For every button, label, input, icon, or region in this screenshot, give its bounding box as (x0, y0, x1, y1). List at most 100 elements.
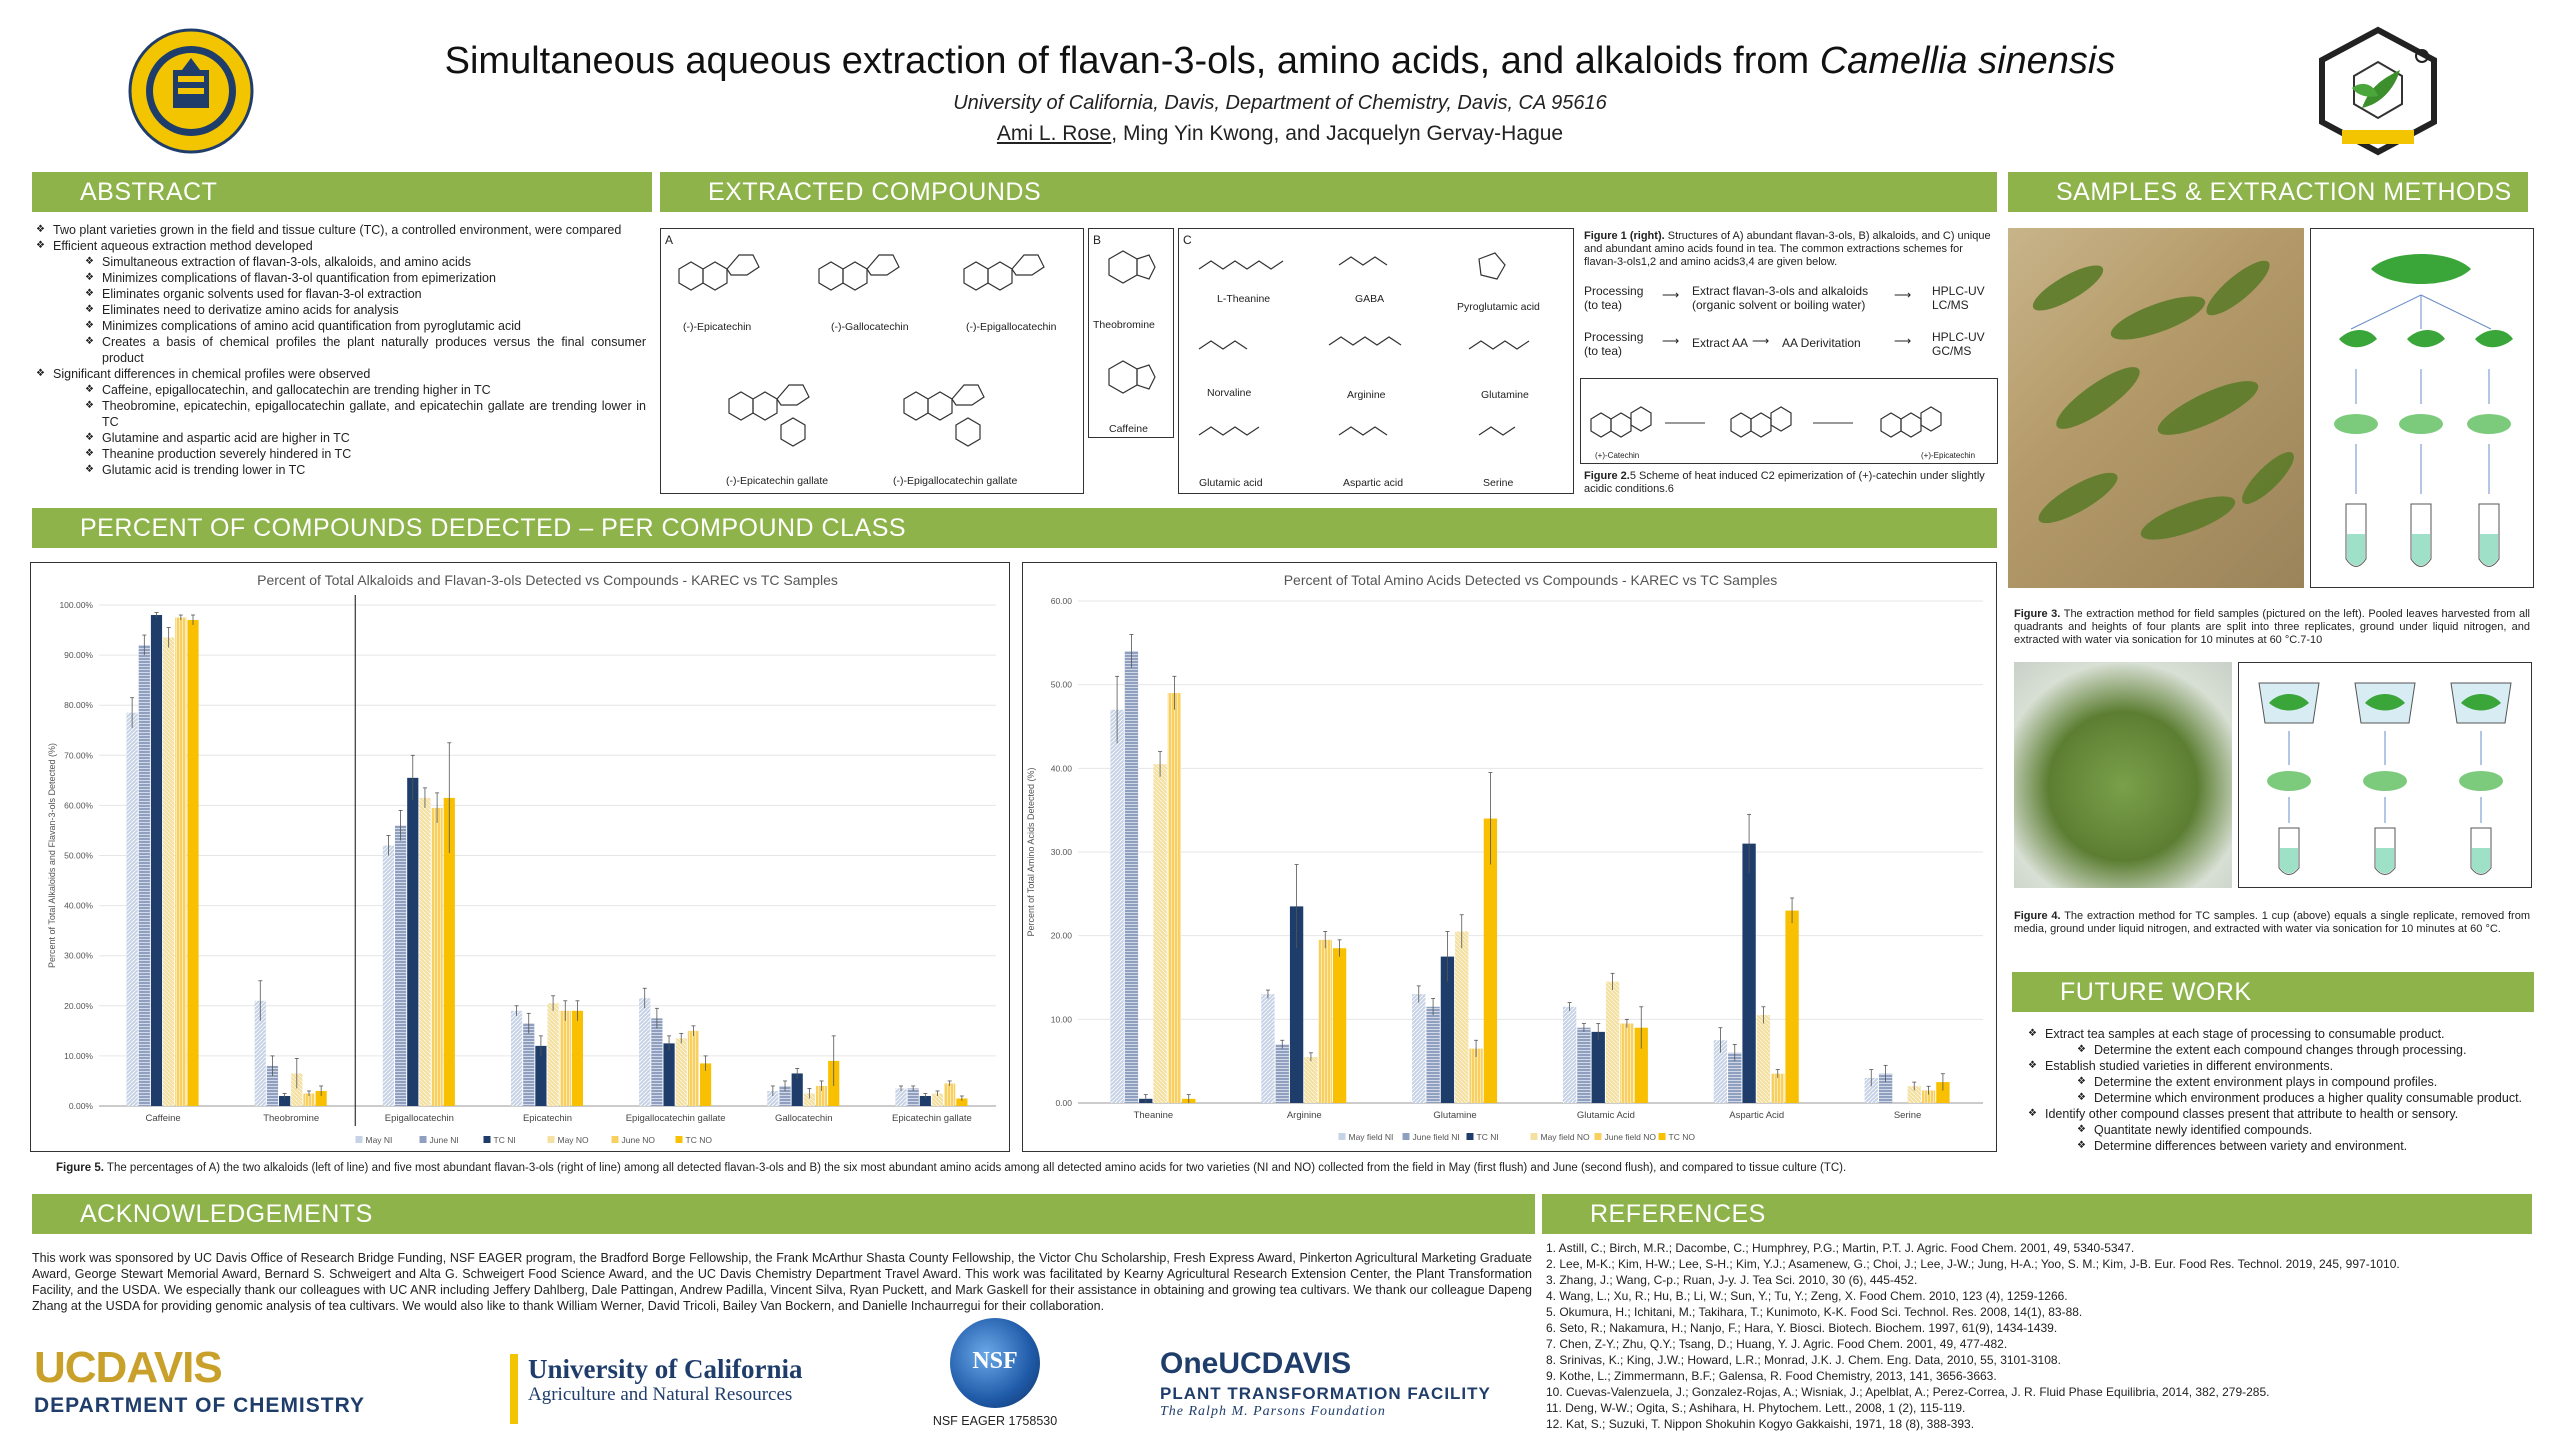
bar-hatch (138, 645, 150, 1106)
x-tick-label: Serine (1894, 1110, 1921, 1121)
y-tick-label: 80.00% (64, 700, 93, 710)
scheme-step: Extract flavan-3-ols and alkaloids (orga… (1692, 284, 1869, 312)
abstract-sub-bullet: Simultaneous extraction of flavan-3-ols,… (85, 254, 646, 270)
bar-hatch (266, 1065, 279, 1106)
references-heading: REFERENCES (1542, 1194, 2532, 1234)
y-tick-label: 90.00% (64, 650, 93, 660)
compound-label: Glutamic acid (1199, 477, 1263, 489)
compound-label: Pyroglutamic acid (1457, 301, 1540, 313)
x-tick-label: Epigallocatechin (385, 1113, 454, 1124)
bar (1591, 1031, 1605, 1103)
compound-label: (+)-Epicatechin (1921, 451, 1976, 460)
field-extraction-diagram (2310, 228, 2534, 588)
other-authors: , Ming Yin Kwong, and Jacquelyn Gervay-H… (1111, 122, 1564, 145)
reference-item: 2. Lee, M-K.; Kim, H-W.; Lee, S-H.; Kim,… (1546, 1257, 2400, 1271)
bar-hatch (1921, 1090, 1936, 1103)
abstract-body: Two plant varieties grown in the field a… (36, 222, 646, 478)
samples-heading: SAMPLES & EXTRACTION METHODS (2008, 172, 2528, 212)
bar (663, 1043, 675, 1106)
bar (956, 1098, 968, 1106)
x-tick-label: Theanine (1134, 1110, 1174, 1121)
reference-item: 5. Okumura, H.; Ichitani, M.; Takihara, … (1546, 1305, 2083, 1319)
scheme-step: Processing (to tea) (1584, 330, 1644, 358)
reference-item: 7. Chen, Z-Y.; Zhu, Q.Y.; Tsang, D.; Hua… (1546, 1337, 2008, 1351)
future-sub-item: Quantitate newly identified compounds. (2077, 1122, 2534, 1138)
abstract-sub-bullet: Eliminates need to derivatize amino acid… (85, 302, 646, 318)
ucdavis-chemistry-logo: UCDAVIS DEPARTMENT OF CHEMISTRY (34, 1346, 394, 1426)
legend-label: June NO (622, 1135, 656, 1145)
compound-label: Theobromine (1093, 319, 1155, 331)
bar-hatch (815, 1085, 828, 1106)
bar-hatch (510, 1010, 523, 1106)
legend-swatch (1658, 1133, 1666, 1140)
x-tick-label: Gallocatechin (775, 1113, 833, 1124)
bar (407, 777, 419, 1106)
bar-hatch (931, 1093, 944, 1106)
compound-label: Caffeine (1109, 423, 1148, 435)
bar (571, 1010, 584, 1106)
bar-hatch (1167, 693, 1182, 1103)
one-ucdavis-wordmark: OneUCDAVIS (1160, 1347, 1352, 1380)
bar-hatch (382, 845, 395, 1106)
future-item: Identify other compound classes present … (2028, 1106, 2534, 1154)
y-tick-label: 100.00% (59, 600, 93, 610)
compound-label: GABA (1355, 293, 1385, 305)
ucdavis-wordmark: UCDAVIS (34, 1343, 223, 1392)
future-item: Establish studied varieties in different… (2028, 1058, 2534, 1106)
bar-hatch (303, 1093, 315, 1106)
bar-hatch (1878, 1073, 1893, 1103)
legend-swatch (547, 1136, 555, 1143)
bar-hatch (639, 998, 651, 1106)
lead-author: Ami L. Rose (996, 122, 1112, 145)
legend-label: May field NO (1541, 1132, 1591, 1142)
x-tick-label: Glutamine (1433, 1110, 1476, 1121)
plant-transformation-logo: OneUCDAVIS PLANT TRANSFORMATION FACILITY… (1160, 1348, 1540, 1428)
bar (1785, 910, 1799, 1103)
abstract-bullet: Two plant varieties grown in the field a… (36, 222, 646, 238)
figure1-caption: Figure 1 (right). Structures of A) abund… (1584, 230, 1991, 268)
legend-swatch (1530, 1133, 1538, 1140)
alkaloid-structures (1108, 250, 1156, 394)
chart-panel-b: Percent of Total Amino Acids Detected vs… (1022, 562, 1997, 1152)
bar-hatch (1620, 1023, 1634, 1103)
abstract-sub-bullet: Minimizes complications of amino acid qu… (85, 318, 646, 334)
compound-label: Aspartic acid (1343, 477, 1404, 489)
figure4-caption: Figure 4. The extraction method for TC s… (2014, 910, 2530, 935)
alkaloid-flavanol-chart: Percent of Total Alkaloids and Flavan-3-… (47, 572, 996, 1145)
future-work-body: Extract tea samples at each stage of pro… (2028, 1026, 2534, 1154)
y-tick-label: 40.00 (1051, 763, 1073, 773)
panel-c-label: C (1183, 233, 1192, 247)
field-tea-photo (2008, 228, 2304, 588)
title-main: Simultaneous aqueous extraction of flava… (444, 40, 1820, 82)
compound-label: Arginine (1347, 389, 1386, 401)
y-tick-label: 10.00 (1051, 1014, 1073, 1024)
bar (443, 797, 455, 1106)
y-tick-label: 20.00% (64, 1001, 93, 1011)
future-sub-item: Determine which environment produces a h… (2077, 1090, 2534, 1106)
poster-title: Simultaneous aqueous extraction of flava… (280, 40, 2280, 83)
amino-acid-chart: Percent of Total Amino Acids Detected vs… (1026, 572, 1983, 1142)
x-tick-label: Caffeine (145, 1113, 180, 1124)
bar-hatch (1756, 1015, 1771, 1103)
bar-hatch (907, 1088, 919, 1106)
uc-seal-logo (128, 28, 254, 154)
y-tick-label: 30.00 (1051, 847, 1073, 857)
bar-hatch (803, 1093, 815, 1106)
scheme-step: AA Derivitation (1782, 336, 1861, 350)
bar-hatch (175, 617, 187, 1106)
bar (791, 1073, 803, 1106)
bar-hatch (944, 1083, 956, 1106)
scheme-step: HPLC-UV GC/MS (1932, 330, 1985, 358)
ptf-name: PLANT TRANSFORMATION FACILITY (1160, 1384, 1491, 1403)
x-tick-label: Glutamic Acid (1577, 1110, 1635, 1121)
bar (315, 1090, 327, 1106)
y-tick-label: 60.00% (64, 800, 93, 810)
bar-hatch (1153, 764, 1167, 1103)
bar-hatch (779, 1085, 791, 1106)
scheme-step: HPLC-UV LC/MS (1932, 284, 1985, 312)
bar-hatch (547, 1003, 559, 1106)
y-tick-label: 50.00 (1051, 680, 1073, 690)
future-sub-item: Determine the extent each compound chang… (2077, 1042, 2534, 1058)
x-tick-label: Aspartic Acid (1729, 1110, 1784, 1121)
bar (699, 1063, 712, 1106)
